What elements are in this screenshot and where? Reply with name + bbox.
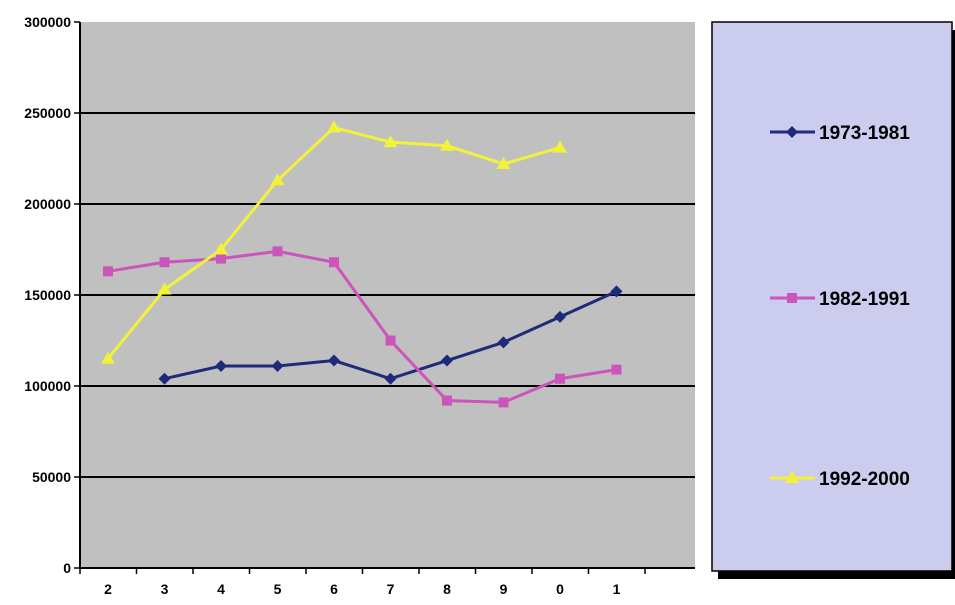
x-tick-label: 1 (613, 581, 621, 597)
legend-box (711, 21, 953, 572)
y-axis-ticks: 0 50000 100000 150000 200000 250000 300000 (24, 14, 80, 576)
legend-marker (787, 293, 797, 303)
data-point (101, 351, 115, 364)
data-point (610, 285, 623, 298)
data-point (329, 257, 339, 268)
data-point (216, 253, 226, 264)
series-lines (101, 120, 623, 408)
legend-item-1992-2000: 1992-2000 (770, 469, 910, 490)
x-axis-ticks: 2 3 4 5 6 7 8 9 0 1 (79, 568, 646, 597)
data-point (159, 257, 170, 268)
data-point (497, 336, 510, 349)
data-point (496, 156, 511, 169)
x-tick-label: 8 (443, 581, 451, 597)
data-point (553, 140, 567, 153)
data-point (271, 359, 284, 372)
data-point (442, 395, 452, 406)
x-tick-label: 9 (500, 581, 508, 597)
data-point (270, 173, 285, 186)
data-point (441, 354, 453, 367)
x-tick-label: 7 (387, 581, 395, 597)
data-point (555, 373, 565, 384)
legend-label: 1973-1981 (819, 123, 910, 144)
data-point (384, 372, 397, 385)
y-tick-label: 200000 (24, 196, 71, 212)
x-tick-label: 6 (330, 581, 338, 597)
series-1992-2000 (101, 120, 567, 364)
data-point (103, 266, 113, 277)
legend-item-1973-1981: 1973-1981 (770, 123, 910, 144)
data-point (554, 310, 566, 323)
data-point (327, 120, 341, 133)
series-line-1982-1991 (107, 249, 617, 404)
data-point (158, 372, 171, 385)
series-1982-1991 (103, 246, 622, 408)
legend-items: 1973-1981 1982-1991 1992-2000 (770, 123, 910, 490)
y-tick-label: 0 (63, 560, 71, 576)
legend-label: 1992-2000 (819, 469, 910, 490)
data-point (157, 282, 172, 295)
x-tick-label: 5 (274, 581, 282, 597)
x-tick-label: 3 (161, 581, 169, 597)
legend-marker (785, 471, 799, 483)
x-tick-label: 0 (556, 581, 564, 597)
data-point (215, 359, 227, 372)
legend-marker (786, 126, 798, 138)
legend-label: 1982-1991 (819, 289, 910, 310)
data-point (272, 246, 283, 257)
legend: 1973-1981 1982-1991 1992-2000 (711, 21, 955, 579)
y-tick-label: 300000 (24, 14, 71, 30)
y-tick-label: 150000 (24, 287, 71, 303)
data-point (611, 364, 622, 375)
data-point (328, 354, 340, 367)
x-tick-label: 2 (104, 581, 112, 597)
y-tick-label: 250000 (24, 105, 71, 121)
legend-item-1982-1991: 1982-1991 (770, 289, 910, 310)
y-tick-label: 50000 (32, 469, 71, 485)
y-tick-label: 100000 (24, 378, 71, 394)
data-point (214, 242, 228, 255)
data-point (498, 397, 509, 408)
data-point (440, 138, 454, 151)
data-point (383, 135, 398, 148)
series-1973-1981 (158, 285, 623, 385)
x-tick-label: 4 (217, 581, 225, 597)
data-point (385, 335, 396, 346)
